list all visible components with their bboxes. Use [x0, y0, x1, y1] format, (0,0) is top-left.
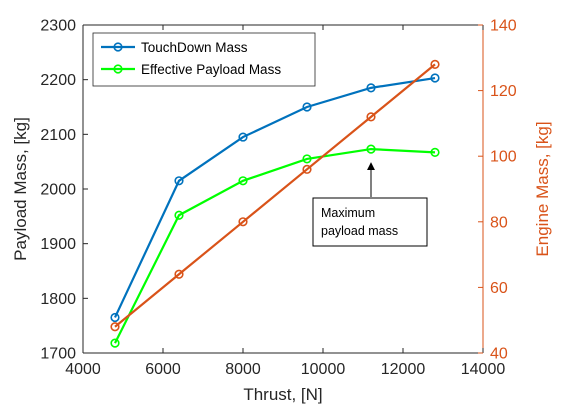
left-y-axis-title: Payload Mass, [kg]	[11, 117, 30, 261]
legend-marker	[113, 64, 123, 74]
x-tick-label: 10000	[301, 361, 346, 378]
data-point-touchdown-mass	[430, 73, 440, 83]
right-y-tick-label: 140	[490, 18, 517, 35]
left-y-tick-label: 2000	[40, 182, 76, 199]
right-y-tick-label: 40	[490, 346, 508, 363]
right-y-tick-label: 80	[490, 214, 508, 231]
axes-layer: 4000 6000 8000 10000 12000 14000 1700 1800 1900 2…	[11, 18, 552, 405]
data-point-effective-payload-mass	[366, 144, 376, 154]
right-y-tick-label: 100	[490, 149, 517, 166]
legend-label: Effective Payload Mass	[141, 62, 281, 77]
legend: TouchDown Mass Effective Payload Mass	[92, 32, 316, 87]
annotation-text: payload mass	[321, 224, 398, 238]
data-point-effective-payload-mass	[174, 210, 184, 220]
x-axis-title: Thrust, [N]	[243, 385, 322, 404]
data-point-touchdown-mass	[174, 176, 184, 186]
data-point-effective-payload-mass	[302, 154, 312, 164]
data-point-engine-mass	[174, 269, 184, 279]
legend-label: TouchDown Mass	[141, 40, 248, 55]
data-point-effective-payload-mass	[238, 176, 248, 186]
data-point-touchdown-mass	[366, 83, 376, 93]
left-y-tick-label: 2100	[40, 127, 76, 144]
data-point-effective-payload-mass	[110, 338, 120, 348]
data-point-engine-mass	[302, 164, 312, 174]
left-y-tick-label: 1700	[40, 346, 76, 363]
right-y-tick-label: 60	[490, 280, 508, 297]
left-y-tick-label: 2300	[40, 18, 76, 35]
series-line-effective-payload-mass	[114, 147, 436, 344]
x-tick-label: 4000	[65, 361, 101, 378]
data-point-touchdown-mass	[238, 132, 248, 142]
legend-marker	[113, 42, 123, 52]
series-line-engine-mass	[114, 63, 436, 328]
annotation-text: Maximum	[321, 206, 375, 220]
x-tick-label: 6000	[145, 361, 181, 378]
data-point-touchdown-mass	[302, 102, 312, 112]
left-y-tick-label: 1800	[40, 291, 76, 308]
data-point-engine-mass	[110, 322, 120, 332]
data-point-effective-payload-mass	[430, 147, 440, 157]
legend-box	[92, 32, 316, 87]
x-tick-label: 14000	[461, 361, 506, 378]
annotation: Maximum payload mass	[312, 162, 428, 247]
data-point-engine-mass	[430, 59, 440, 69]
right-y-tick-label: 120	[490, 83, 517, 100]
series-line-touchdown-mass	[114, 76, 436, 318]
left-y-tick-label: 2200	[40, 72, 76, 89]
x-tick-label: 12000	[381, 361, 426, 378]
series-layer	[110, 59, 440, 348]
annotation-box	[312, 197, 428, 247]
data-point-engine-mass	[366, 112, 376, 122]
right-y-axis-title: Engine Mass, [kg]	[533, 121, 552, 256]
left-y-tick-label: 1900	[40, 236, 76, 253]
data-point-touchdown-mass	[110, 312, 120, 323]
x-tick-label: 8000	[225, 361, 261, 378]
data-point-engine-mass	[238, 217, 248, 227]
